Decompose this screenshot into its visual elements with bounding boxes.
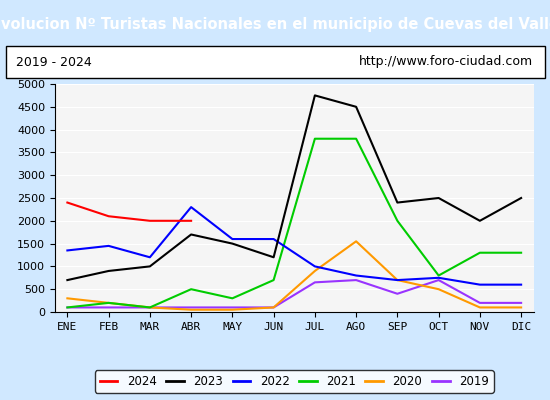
Legend: 2024, 2023, 2022, 2021, 2020, 2019: 2024, 2023, 2022, 2021, 2020, 2019 [95, 370, 493, 393]
Text: 2019 - 2024: 2019 - 2024 [16, 56, 92, 68]
FancyBboxPatch shape [6, 46, 544, 78]
Text: Evolucion Nº Turistas Nacionales en el municipio de Cuevas del Valle: Evolucion Nº Turistas Nacionales en el m… [0, 16, 550, 32]
Text: http://www.foro-ciudad.com: http://www.foro-ciudad.com [359, 56, 534, 68]
